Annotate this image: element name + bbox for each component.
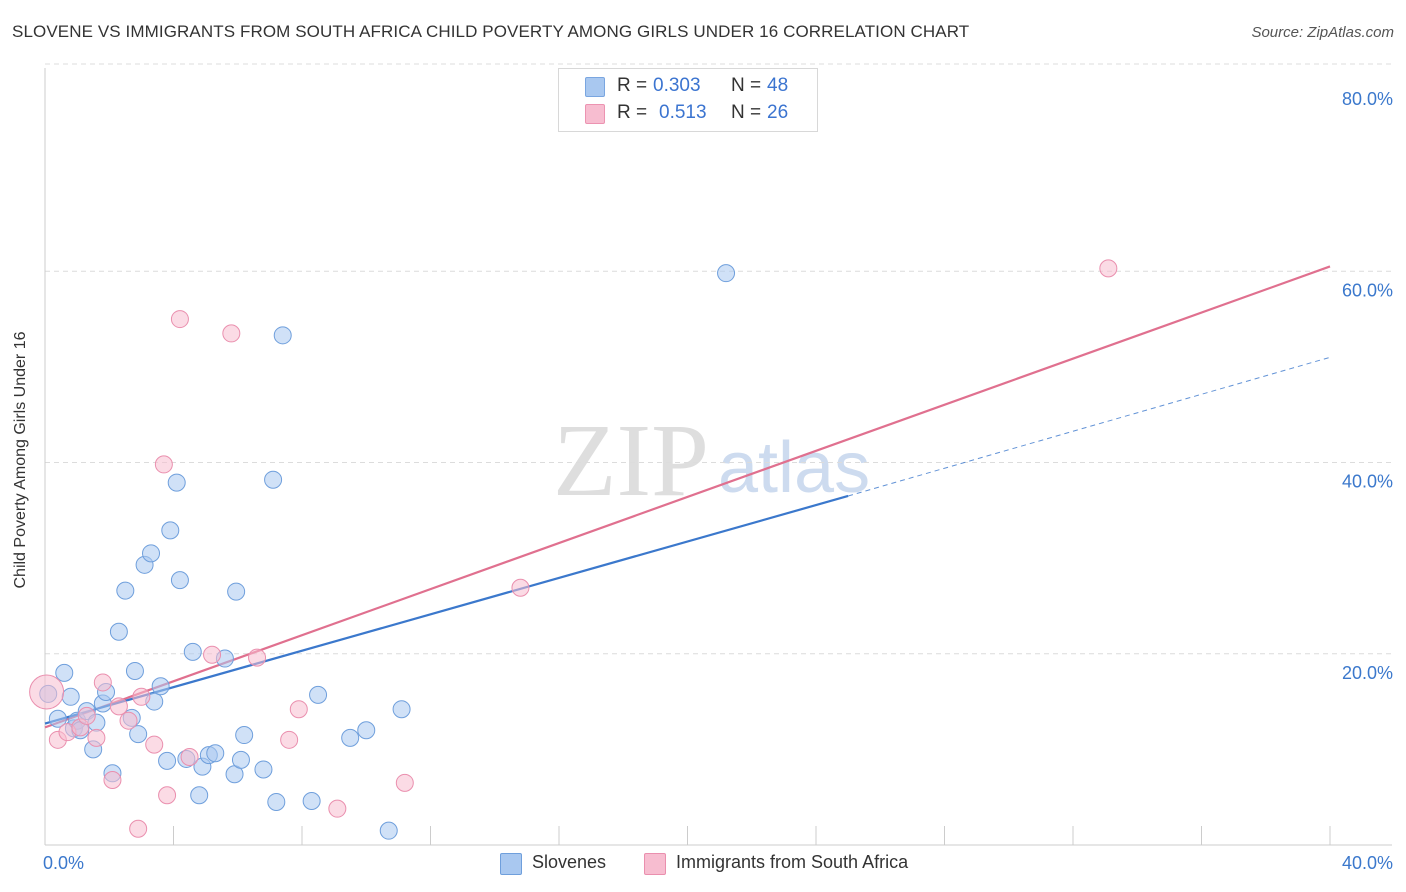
point-slovenes xyxy=(717,264,736,283)
point-slovenes xyxy=(167,473,186,492)
point-slovenes xyxy=(206,744,225,763)
point-immigrants xyxy=(248,648,267,667)
point-immigrants xyxy=(87,728,106,747)
watermark: ZIP atlas xyxy=(553,403,870,518)
point-slovenes xyxy=(264,470,283,489)
y-tick-label: 20.0% xyxy=(1342,663,1393,683)
point-slovenes xyxy=(190,786,209,805)
point-slovenes xyxy=(151,677,170,696)
point-immigrants xyxy=(180,748,199,767)
point-immigrants xyxy=(1099,259,1118,278)
point-slovenes xyxy=(170,571,189,590)
point-immigrants xyxy=(395,773,414,792)
x-tick-label-max: 40.0% xyxy=(1342,853,1393,873)
point-slovenes xyxy=(235,726,254,745)
trend-line-slovenes xyxy=(44,494,849,725)
y-tick-label: 60.0% xyxy=(1342,280,1393,300)
point-immigrants xyxy=(170,310,189,329)
point-immigrants xyxy=(29,674,65,710)
point-slovenes xyxy=(158,751,177,770)
immigrants-swatch xyxy=(585,104,605,124)
point-slovenes xyxy=(227,582,246,601)
slovenes-legend-swatch xyxy=(500,853,522,875)
point-immigrants xyxy=(129,819,148,838)
point-slovenes xyxy=(109,622,128,641)
point-slovenes xyxy=(48,709,67,728)
slovenes-swatch xyxy=(585,77,605,97)
point-slovenes xyxy=(273,326,292,345)
r-label: R = xyxy=(617,102,648,123)
point-immigrants xyxy=(511,578,530,597)
tick-labels: 20.0% 40.0% 60.0% 80.0% 0.0% 40.0% xyxy=(43,89,1393,873)
x-tick-label-min: 0.0% xyxy=(43,853,84,873)
point-slovenes xyxy=(302,792,321,811)
point-immigrants xyxy=(328,799,347,818)
point-slovenes xyxy=(309,685,328,704)
point-slovenes xyxy=(161,521,180,540)
point-slovenes xyxy=(142,544,161,563)
n-label: N = xyxy=(731,102,762,123)
immigrants-legend-swatch xyxy=(644,853,666,875)
point-immigrants xyxy=(145,735,164,754)
n-value: 26 xyxy=(767,102,789,123)
point-immigrants xyxy=(158,786,177,805)
point-slovenes xyxy=(341,728,360,747)
n-label: N = xyxy=(731,75,762,96)
axes xyxy=(44,68,1392,846)
point-immigrants xyxy=(280,730,299,749)
watermark-zip: ZIP xyxy=(553,403,709,518)
point-slovenes xyxy=(231,750,250,769)
point-immigrants xyxy=(109,697,128,716)
stats-legend: R = 0.303 N = 48 R = 0.513 N = 26 xyxy=(558,68,818,132)
point-slovenes xyxy=(267,792,286,811)
point-immigrants xyxy=(77,706,96,725)
point-immigrants xyxy=(93,673,112,692)
source-credit: Source: ZipAtlas.com xyxy=(1251,24,1394,41)
y-tick-label: 40.0% xyxy=(1342,472,1393,492)
legend-label: Slovenes xyxy=(532,852,607,872)
point-slovenes xyxy=(254,760,273,779)
point-slovenes xyxy=(55,663,74,682)
point-slovenes xyxy=(129,725,148,744)
point-slovenes xyxy=(379,821,398,840)
y-tick-label: 80.0% xyxy=(1342,89,1393,109)
n-value: 48 xyxy=(767,75,789,96)
r-value: 0.303 xyxy=(653,75,701,96)
point-immigrants xyxy=(132,687,151,706)
point-immigrants xyxy=(103,770,122,789)
point-immigrants xyxy=(154,455,173,474)
data-points xyxy=(29,259,1118,840)
point-slovenes xyxy=(61,687,80,706)
point-immigrants xyxy=(289,700,308,719)
point-slovenes xyxy=(392,700,411,719)
point-slovenes xyxy=(357,721,376,740)
point-slovenes xyxy=(116,581,135,600)
gridlines xyxy=(45,63,1392,655)
point-immigrants xyxy=(203,645,222,664)
point-immigrants xyxy=(222,324,241,343)
r-value: 0.513 xyxy=(659,102,707,123)
chart-title: SLOVENE VS IMMIGRANTS FROM SOUTH AFRICA … xyxy=(12,22,970,41)
point-immigrants xyxy=(119,711,138,730)
trend-line-slovenes-extension xyxy=(847,356,1331,497)
legend-label: Immigrants from South Africa xyxy=(676,852,909,872)
r-label: R = xyxy=(617,75,648,96)
point-slovenes xyxy=(183,642,202,661)
point-slovenes xyxy=(125,661,144,680)
